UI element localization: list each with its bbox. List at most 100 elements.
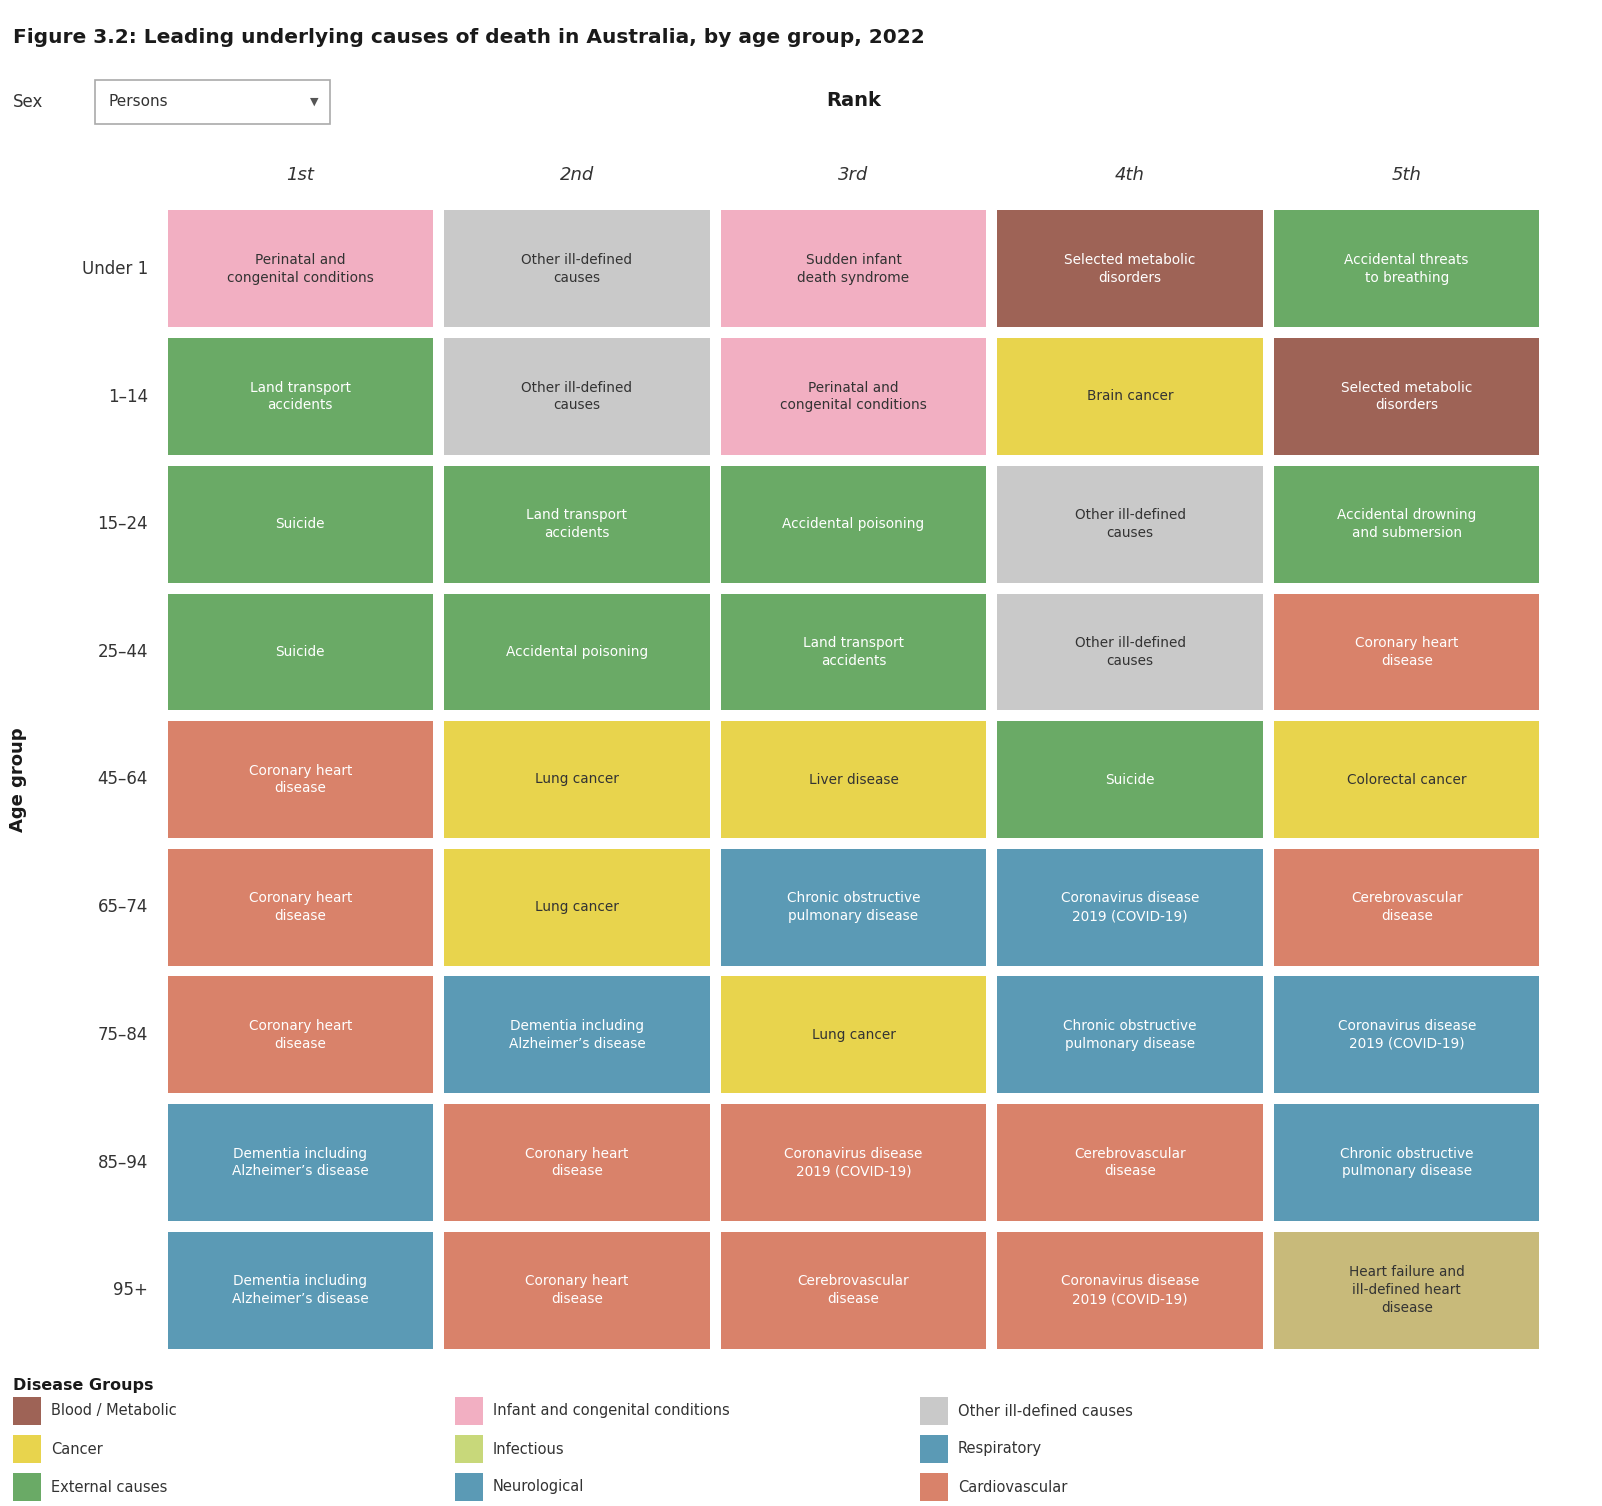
Text: Infant and congenital conditions: Infant and congenital conditions — [493, 1404, 731, 1419]
Text: Other ill-defined
causes: Other ill-defined causes — [1075, 508, 1185, 541]
Bar — [998, 1232, 1262, 1348]
Text: Perinatal and
congenital conditions: Perinatal and congenital conditions — [227, 253, 373, 285]
Bar — [13, 1473, 42, 1501]
Text: Sudden infant
death syndrome: Sudden infant death syndrome — [798, 253, 910, 285]
Text: Chronic obstructive
pulmonary disease: Chronic obstructive pulmonary disease — [787, 892, 920, 923]
Bar — [444, 1104, 710, 1221]
Text: Suicide: Suicide — [276, 517, 325, 532]
Text: 3rd: 3rd — [838, 166, 868, 184]
Bar — [721, 1104, 987, 1221]
Text: Neurological: Neurological — [493, 1479, 585, 1494]
Bar — [920, 1398, 948, 1425]
Text: Lung cancer: Lung cancer — [535, 773, 618, 786]
Bar — [721, 211, 987, 327]
Text: Coronavirus disease
2019 (COVID-19): Coronavirus disease 2019 (COVID-19) — [1061, 1274, 1200, 1306]
Bar — [1274, 339, 1540, 455]
Bar — [721, 721, 987, 837]
Text: Liver disease: Liver disease — [809, 773, 899, 786]
Text: Figure 3.2: Leading underlying causes of death in Australia, by age group, 2022: Figure 3.2: Leading underlying causes of… — [13, 29, 924, 47]
Text: Cerebrovascular
disease: Cerebrovascular disease — [798, 1274, 910, 1306]
Bar — [920, 1473, 948, 1501]
Bar — [998, 849, 1262, 965]
Text: Colorectal cancer: Colorectal cancer — [1347, 773, 1466, 786]
Bar — [444, 465, 710, 583]
Text: Coronavirus disease
2019 (COVID-19): Coronavirus disease 2019 (COVID-19) — [1061, 892, 1200, 923]
Bar — [1274, 1104, 1540, 1221]
Text: Accidental threats
to breathing: Accidental threats to breathing — [1344, 253, 1469, 285]
Text: Coronary heart
disease: Coronary heart disease — [248, 892, 352, 923]
Text: 15–24: 15–24 — [98, 515, 147, 533]
Bar — [444, 1232, 710, 1348]
Text: Blood / Metabolic: Blood / Metabolic — [51, 1404, 176, 1419]
Bar — [721, 849, 987, 965]
Bar — [168, 1104, 433, 1221]
Text: 95+: 95+ — [114, 1282, 147, 1300]
Bar — [1274, 1232, 1540, 1348]
Text: Lung cancer: Lung cancer — [812, 1027, 896, 1042]
Bar — [168, 339, 433, 455]
Bar — [444, 976, 710, 1093]
Bar — [998, 339, 1262, 455]
Text: Cerebrovascular
disease: Cerebrovascular disease — [1350, 892, 1463, 923]
Bar — [455, 1473, 482, 1501]
Text: 1–14: 1–14 — [107, 387, 147, 405]
Text: Brain cancer: Brain cancer — [1086, 390, 1173, 404]
Text: Dementia including
Alzheimer’s disease: Dementia including Alzheimer’s disease — [232, 1274, 368, 1306]
Bar — [998, 976, 1262, 1093]
Text: Land transport
accidents: Land transport accidents — [803, 636, 904, 667]
Text: Coronary heart
disease: Coronary heart disease — [248, 1020, 352, 1051]
FancyBboxPatch shape — [95, 80, 330, 123]
Bar — [168, 211, 433, 327]
Text: Disease Groups: Disease Groups — [13, 1378, 154, 1393]
Text: Dementia including
Alzheimer’s disease: Dementia including Alzheimer’s disease — [232, 1146, 368, 1178]
Bar — [998, 593, 1262, 711]
Text: Coronavirus disease
2019 (COVID-19): Coronavirus disease 2019 (COVID-19) — [785, 1146, 923, 1178]
Bar — [455, 1435, 482, 1462]
Text: External causes: External causes — [51, 1479, 167, 1494]
Bar — [1274, 849, 1540, 965]
Text: Other ill-defined
causes: Other ill-defined causes — [521, 253, 633, 285]
Bar — [721, 339, 987, 455]
Text: Suicide: Suicide — [276, 645, 325, 658]
Bar — [168, 721, 433, 837]
Bar — [168, 593, 433, 711]
Text: 45–64: 45–64 — [98, 771, 147, 789]
Text: 75–84: 75–84 — [98, 1026, 147, 1044]
Text: Selected metabolic
disorders: Selected metabolic disorders — [1341, 381, 1472, 413]
Bar — [998, 1104, 1262, 1221]
Bar — [444, 339, 710, 455]
Bar — [444, 211, 710, 327]
Bar — [1274, 721, 1540, 837]
Bar — [1274, 593, 1540, 711]
Text: 85–94: 85–94 — [98, 1154, 147, 1172]
Text: Other ill-defined
causes: Other ill-defined causes — [521, 381, 633, 413]
Bar — [1274, 976, 1540, 1093]
Text: Other ill-defined causes: Other ill-defined causes — [958, 1404, 1133, 1419]
Text: Selected metabolic
disorders: Selected metabolic disorders — [1064, 253, 1195, 285]
Text: 25–44: 25–44 — [98, 643, 147, 661]
Bar — [998, 211, 1262, 327]
Bar — [920, 1435, 948, 1462]
Bar — [1274, 465, 1540, 583]
Text: Cardiovascular: Cardiovascular — [958, 1479, 1067, 1494]
Text: Coronary heart
disease: Coronary heart disease — [1355, 636, 1458, 667]
Text: Age group: Age group — [10, 727, 27, 831]
Bar — [444, 593, 710, 711]
Bar — [998, 721, 1262, 837]
Bar — [998, 465, 1262, 583]
Bar — [444, 849, 710, 965]
Text: Respiratory: Respiratory — [958, 1441, 1043, 1456]
Text: Rank: Rank — [827, 90, 881, 110]
Text: Cerebrovascular
disease: Cerebrovascular disease — [1075, 1146, 1185, 1178]
Text: Accidental poisoning: Accidental poisoning — [506, 645, 647, 658]
Bar — [721, 976, 987, 1093]
Text: Under 1: Under 1 — [82, 261, 147, 277]
Text: Other ill-defined
causes: Other ill-defined causes — [1075, 636, 1185, 667]
Text: 5th: 5th — [1392, 166, 1421, 184]
Text: Land transport
accidents: Land transport accidents — [250, 381, 351, 413]
Bar — [168, 465, 433, 583]
Text: Lung cancer: Lung cancer — [535, 901, 618, 914]
Text: Coronary heart
disease: Coronary heart disease — [525, 1146, 628, 1178]
Text: Chronic obstructive
pulmonary disease: Chronic obstructive pulmonary disease — [1064, 1020, 1197, 1051]
Bar — [1274, 211, 1540, 327]
